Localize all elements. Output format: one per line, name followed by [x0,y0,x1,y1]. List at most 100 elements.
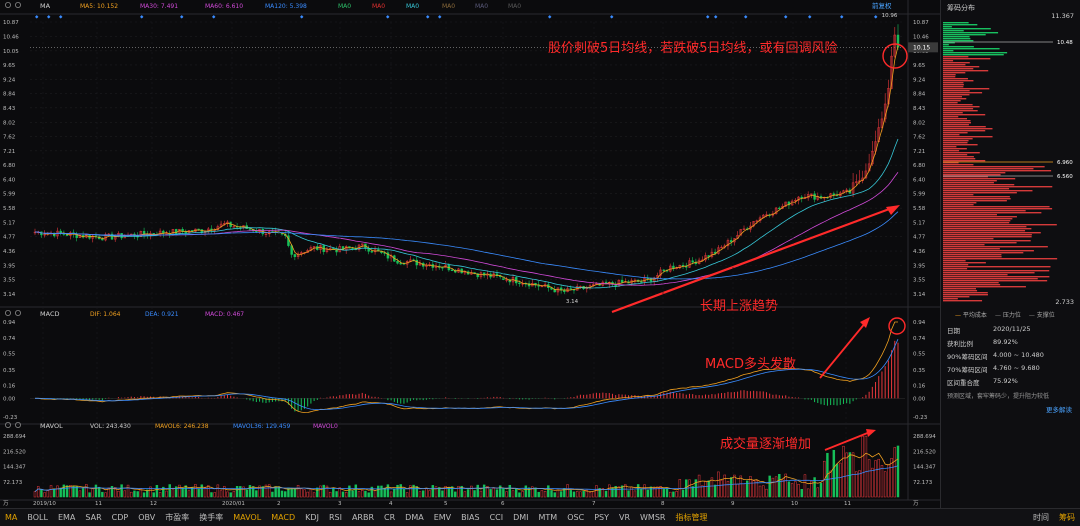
volume-bar [303,489,306,498]
indicator-tab-emv[interactable]: EMV [433,513,452,522]
volume-bar [207,485,210,498]
chip-bar [943,272,1035,274]
eye-icon [14,2,21,8]
volume-bar [778,473,781,498]
indicator-tab-ema[interactable]: EMA [57,513,76,522]
volume-bar [864,435,868,498]
volume-bar [69,485,72,498]
more-interpretation-link[interactable]: 更多解读 [1046,406,1072,414]
event-marker: ◆ [140,15,144,20]
price-tick-label-left: 5.58 [3,206,16,212]
chip-bar [943,136,993,138]
volume-bar [296,485,300,498]
chips-tab[interactable]: 筹码 [1059,513,1075,522]
volume-bar [620,485,624,498]
volume-bar [855,471,858,498]
indicator-tab-市盈率[interactable]: 市盈率 [165,513,190,522]
chip-bar [943,134,960,136]
legend-pressure: — 压力位 [994,312,1021,319]
volume-bar [351,490,354,498]
volume-bar [405,492,409,498]
indicator-tab-指标管理[interactable]: 指标管理 [675,513,708,522]
chip-bar [943,142,968,144]
price-tick-label: 4.77 [913,235,926,241]
chip-bar [943,120,971,122]
indicator-tab-dma[interactable]: DMA [405,513,424,522]
indicator-tab-rsi[interactable]: RSI [328,513,342,522]
legend-avg-cost: — 平均成本 [955,312,987,319]
candle-body [165,233,168,235]
volume-bar [399,484,402,498]
indicator-tab-mtm[interactable]: MTM [538,513,558,522]
chip-top-value: 11.367 [1051,12,1074,20]
chip-bar [943,206,1050,208]
indicator-tab-osc[interactable]: OSC [567,513,585,522]
macd-tick-label-left: 0.35 [3,368,16,374]
indicator-tab-dmi[interactable]: DMI [513,513,529,522]
chip-bar [943,38,971,40]
vol-tick-label-left: 216.520 [3,449,26,455]
vol-tick-label-left: 万 [3,500,9,507]
chip-bar [943,262,986,264]
volume-bar [389,491,393,498]
chip-bar [943,116,959,118]
chip-bar [943,60,954,62]
ma-legend-item: MA30: 7.491 [140,3,178,10]
indicator-tab-sar[interactable]: SAR [85,513,102,522]
event-marker: ◆ [744,15,748,20]
candle-body [59,230,62,234]
indicator-tab-mavol[interactable]: MAVOL [233,513,262,522]
volume-bar [367,492,370,498]
candle [505,276,508,283]
price-tick-label: 6.80 [913,163,926,169]
volume-bar [409,485,412,498]
event-marker: ◆ [35,15,39,20]
chip-bar [943,108,974,110]
volume-bar [155,485,159,498]
ma-legend-item: MA0 [475,3,488,10]
chip-bar [943,286,1026,288]
volume-bar [110,486,114,498]
indicator-tab-macd[interactable]: MACD [271,513,296,522]
volume-bar [482,484,486,498]
chip-bar [943,124,969,126]
volume-bar [357,491,361,498]
indicator-tab-arbr[interactable]: ARBR [351,513,375,522]
indicator-tab-cdp[interactable]: CDP [111,513,129,522]
candle-body [386,252,390,259]
chart-area[interactable]: MA MA5: 10.152 MA30: 7.491 MA60: 6.610 MA120… [0,0,940,508]
volume-bar [502,488,505,498]
indicator-tab-wmsr[interactable]: WMSR [640,513,666,522]
chip-bar [943,40,974,42]
volume-bar [312,492,316,498]
indicator-tab-vr[interactable]: VR [618,513,631,522]
indicator-tab-obv[interactable]: OBV [138,513,156,522]
indicator-tab-kdj[interactable]: KDJ [305,513,319,522]
indicator-tab-换手率[interactable]: 换手率 [199,513,224,522]
volume-bar [627,490,630,498]
chip-bar [943,128,993,130]
indicator-tab-boll[interactable]: BOLL [27,513,48,522]
volume-bar [662,488,666,498]
price-tick-label: 9.65 [913,63,926,69]
time-tab[interactable]: 时间 [1033,513,1049,522]
chip-bar [943,86,964,88]
volume-bar [85,484,88,498]
indicator-tab-bias[interactable]: BIAS [461,513,480,522]
candle-body [810,193,813,195]
volume-bar [787,481,791,498]
chip-bar [943,126,986,128]
price-tick-label: 10.46 [913,34,929,40]
indicator-tab-psy[interactable]: PSY [594,513,609,522]
chip-bar [943,280,1048,282]
indicator-tab-ma[interactable]: MA [5,513,18,522]
price-tick-label-left: 8.84 [3,91,16,97]
stock-chart[interactable]: MA MA5: 10.152 MA30: 7.491 MA60: 6.610 MA120… [0,0,940,508]
volume-bar [547,485,550,498]
indicator-tab-cr[interactable]: CR [384,513,396,522]
indicator-tab-cci[interactable]: CCI [489,513,504,522]
event-marker: ◆ [59,15,63,20]
volume-bar [794,481,797,498]
macd-histogram [37,340,899,412]
x-tick-label: 2020/01 [222,501,245,507]
